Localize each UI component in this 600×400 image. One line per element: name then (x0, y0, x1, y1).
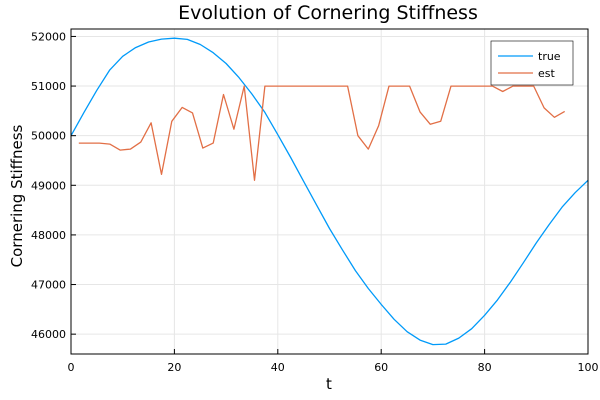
y-tick-label: 46000 (31, 328, 66, 341)
x-axis-label: t (326, 375, 332, 393)
y-tick-label: 52000 (31, 30, 66, 43)
x-tick-label: 0 (68, 361, 75, 374)
x-tick-label: 20 (167, 361, 181, 374)
series-line-true (70, 37, 589, 346)
plot-frame (70, 28, 589, 355)
series-layer (70, 37, 589, 346)
y-tick-label: 49000 (31, 179, 66, 192)
legend-label-est: est (538, 67, 555, 80)
x-tick-label: 40 (271, 361, 285, 374)
x-tick-label: 100 (578, 361, 599, 374)
x-tick-label: 60 (374, 361, 388, 374)
chart-title: Evolution of Cornering Stiffness (178, 2, 478, 24)
x-axis-ticks: 0 20 40 60 80 100 (68, 349, 599, 374)
legend-label-true: true (538, 50, 561, 63)
y-axis-ticks: 46000 47000 48000 49000 50000 51000 52000 (31, 30, 76, 341)
y-axis-label: Cornering Stiffness (8, 124, 26, 267)
x-tick-label: 80 (478, 361, 492, 374)
y-tick-label: 50000 (31, 130, 66, 143)
y-tick-label: 48000 (31, 229, 66, 242)
y-tick-label: 47000 (31, 279, 66, 292)
legend: true est (490, 40, 574, 86)
y-tick-label: 51000 (31, 80, 66, 93)
series-line-est (78, 85, 566, 181)
legend-box (490, 40, 574, 86)
